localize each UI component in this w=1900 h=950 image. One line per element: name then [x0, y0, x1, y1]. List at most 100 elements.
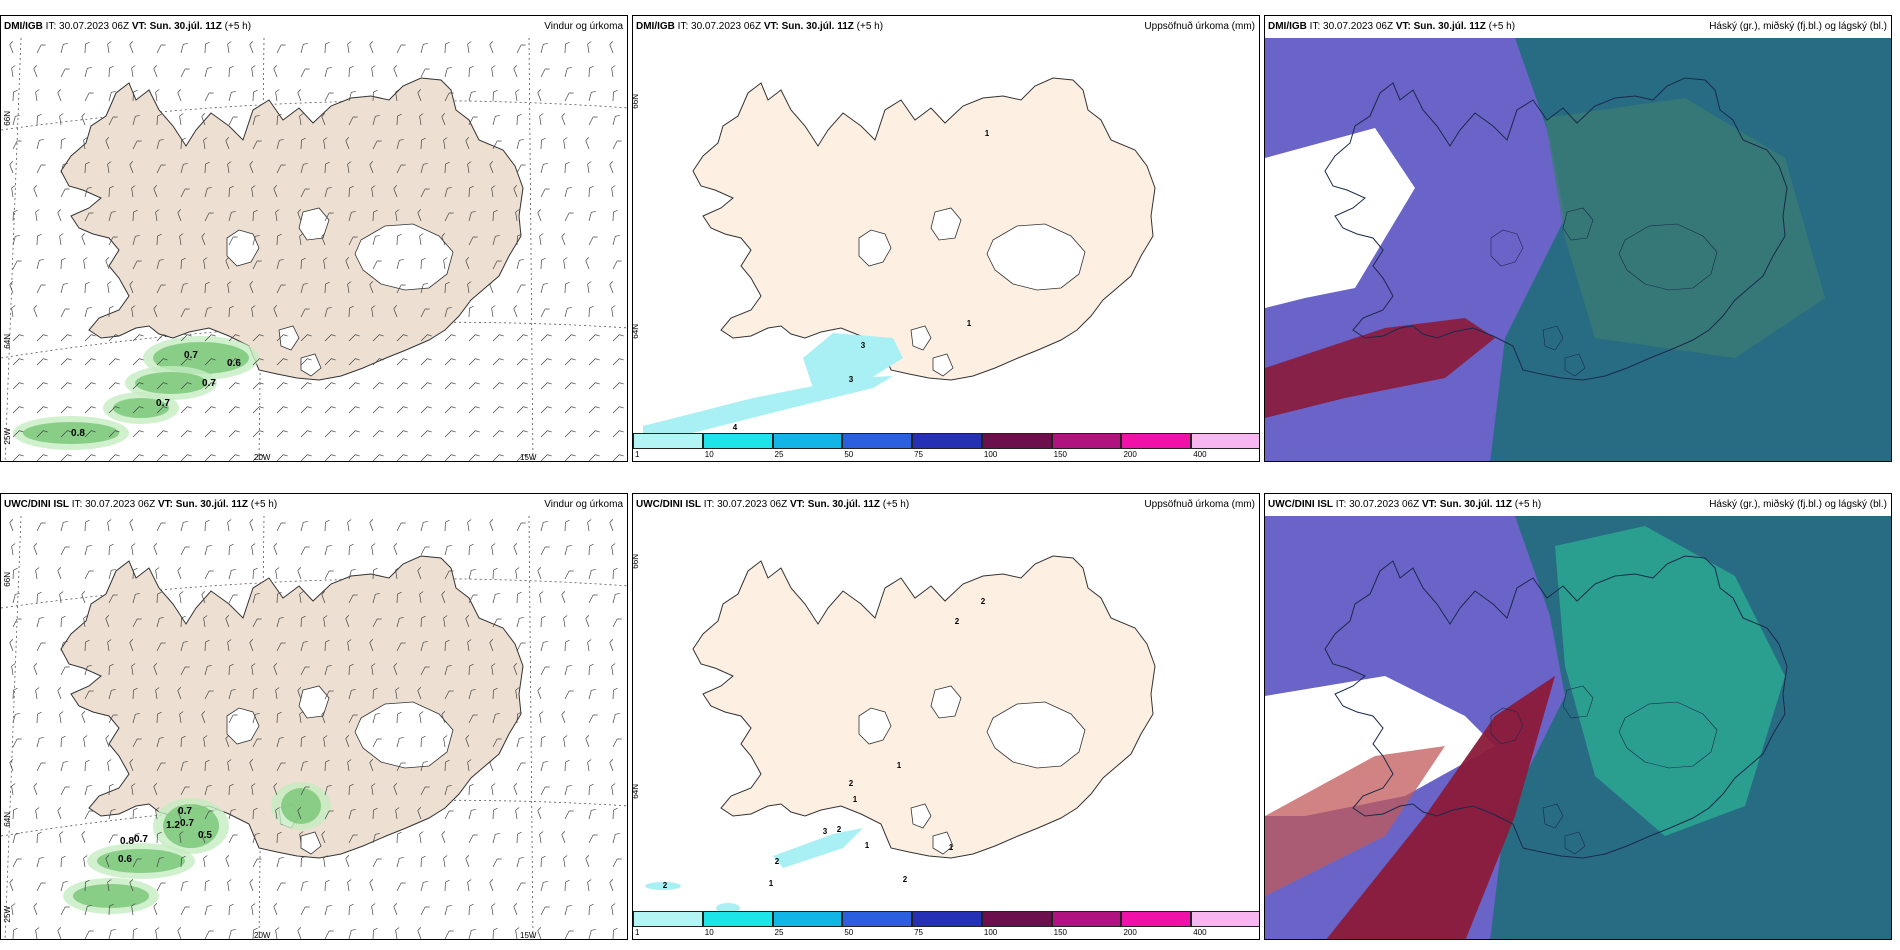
- wind-barb: [179, 233, 184, 246]
- wind-barb: [252, 713, 260, 724]
- wind-barb: [513, 543, 518, 556]
- wind-barb: [468, 406, 480, 414]
- precip-value-label: 0.6: [227, 358, 241, 369]
- glacier: [300, 353, 322, 377]
- colorbar-tick-label: 10: [704, 928, 714, 937]
- wind-barb: [297, 687, 302, 700]
- wind-barb: [204, 930, 214, 939]
- wind-barb: [156, 139, 164, 150]
- wind-barb: [108, 454, 120, 461]
- wind-barb: [612, 209, 618, 222]
- wind-barb: [395, 927, 400, 939]
- wind-barb: [564, 67, 572, 78]
- wind-barb: [300, 430, 312, 438]
- wind-barb: [156, 591, 162, 604]
- wind-barb: [611, 65, 616, 78]
- wind-barb: [300, 761, 308, 772]
- wind-barb: [420, 761, 428, 772]
- wind-barb: [252, 382, 264, 390]
- wind-barb: [108, 834, 118, 844]
- wind-barb: [60, 546, 70, 556]
- wind-barb: [300, 786, 310, 796]
- wind-barb: [588, 663, 594, 676]
- wind-barb: [12, 807, 18, 820]
- latitude-line: [1, 100, 627, 131]
- wind-barb: [419, 233, 424, 246]
- panel-dmi-wind: DMI/IGB IT: 30.07.2023 06Z VT: Sun. 30.j…: [0, 15, 628, 462]
- wind-barb: [228, 236, 238, 246]
- wind-barb: [36, 737, 44, 748]
- wind-barb: [348, 382, 360, 390]
- precip-value-label: 3: [861, 341, 866, 350]
- lat-label-25w: 25W: [3, 906, 12, 923]
- wind-barb: [156, 358, 168, 366]
- wind-barb: [492, 738, 502, 748]
- wind-barb: [204, 161, 210, 174]
- wind-barb: [467, 879, 472, 892]
- wind-barb: [84, 406, 96, 414]
- wind-barb: [324, 519, 330, 532]
- wind-barb: [345, 257, 350, 270]
- wind-barb: [249, 639, 254, 652]
- wind-barb: [443, 137, 448, 150]
- wind-barb: [417, 927, 422, 939]
- wind-barb: [372, 593, 380, 604]
- wind-barb: [201, 591, 206, 604]
- clear-area: [1265, 676, 1495, 816]
- wind-barb: [372, 115, 380, 126]
- wind-barb: [348, 406, 360, 414]
- precip-area: [643, 376, 893, 440]
- wind-barb: [420, 188, 430, 198]
- wind-barb: [468, 783, 474, 796]
- wind-barb: [588, 783, 594, 796]
- wind-barb: [132, 807, 138, 820]
- wind-barb: [108, 305, 114, 318]
- wind-barb: [300, 382, 312, 390]
- wind-barb: [60, 406, 72, 414]
- wind-barb: [276, 454, 288, 461]
- glacier: [932, 831, 954, 855]
- wind-barb: [83, 855, 88, 868]
- wind-barb: [348, 903, 354, 916]
- wind-barb: [564, 810, 574, 820]
- wind-barb: [177, 807, 182, 820]
- wind-barb: [609, 879, 614, 892]
- wind-barb: [204, 334, 216, 342]
- wind-barb: [300, 615, 306, 628]
- cloud-map: [1265, 516, 1891, 939]
- wind-barb: [444, 334, 456, 342]
- colorbar-cell: [1051, 911, 1122, 927]
- wind-barb: [323, 855, 328, 868]
- wind-barb: [177, 687, 182, 700]
- wind-barb: [561, 831, 566, 844]
- wind-barb: [564, 545, 572, 556]
- wind-barb: [156, 259, 164, 270]
- valid-time-label: VT:: [131, 21, 147, 32]
- glacier-outline: [1618, 701, 1718, 769]
- wind-barb: [227, 639, 232, 652]
- colorbar-tick-label: 1: [635, 450, 640, 459]
- wind-barb: [59, 711, 64, 724]
- wind-barb: [225, 137, 230, 150]
- wind-barb: [155, 927, 160, 939]
- wind-barb: [129, 759, 134, 772]
- wind-barb: [204, 430, 216, 438]
- wind-barb: [60, 786, 70, 796]
- wind-barb: [273, 65, 278, 78]
- wind-barb: [420, 521, 428, 532]
- wind-barb: [588, 594, 598, 604]
- wind-barb: [465, 615, 470, 628]
- wind-barb: [36, 259, 44, 270]
- wind-barb: [444, 187, 452, 198]
- wind-barb: [180, 735, 186, 748]
- wind-barb: [468, 305, 474, 318]
- wind-barb: [444, 358, 456, 366]
- wind-barb: [132, 358, 144, 366]
- wind-barb: [396, 284, 406, 294]
- wind-barb: [396, 591, 402, 604]
- colorbar: 1 10 25 50 75 100 150 200 400: [633, 911, 1259, 939]
- wind-barb: [57, 89, 62, 102]
- wind-barb: [57, 927, 62, 939]
- wind-barb: [131, 663, 136, 676]
- wind-barb: [564, 454, 576, 461]
